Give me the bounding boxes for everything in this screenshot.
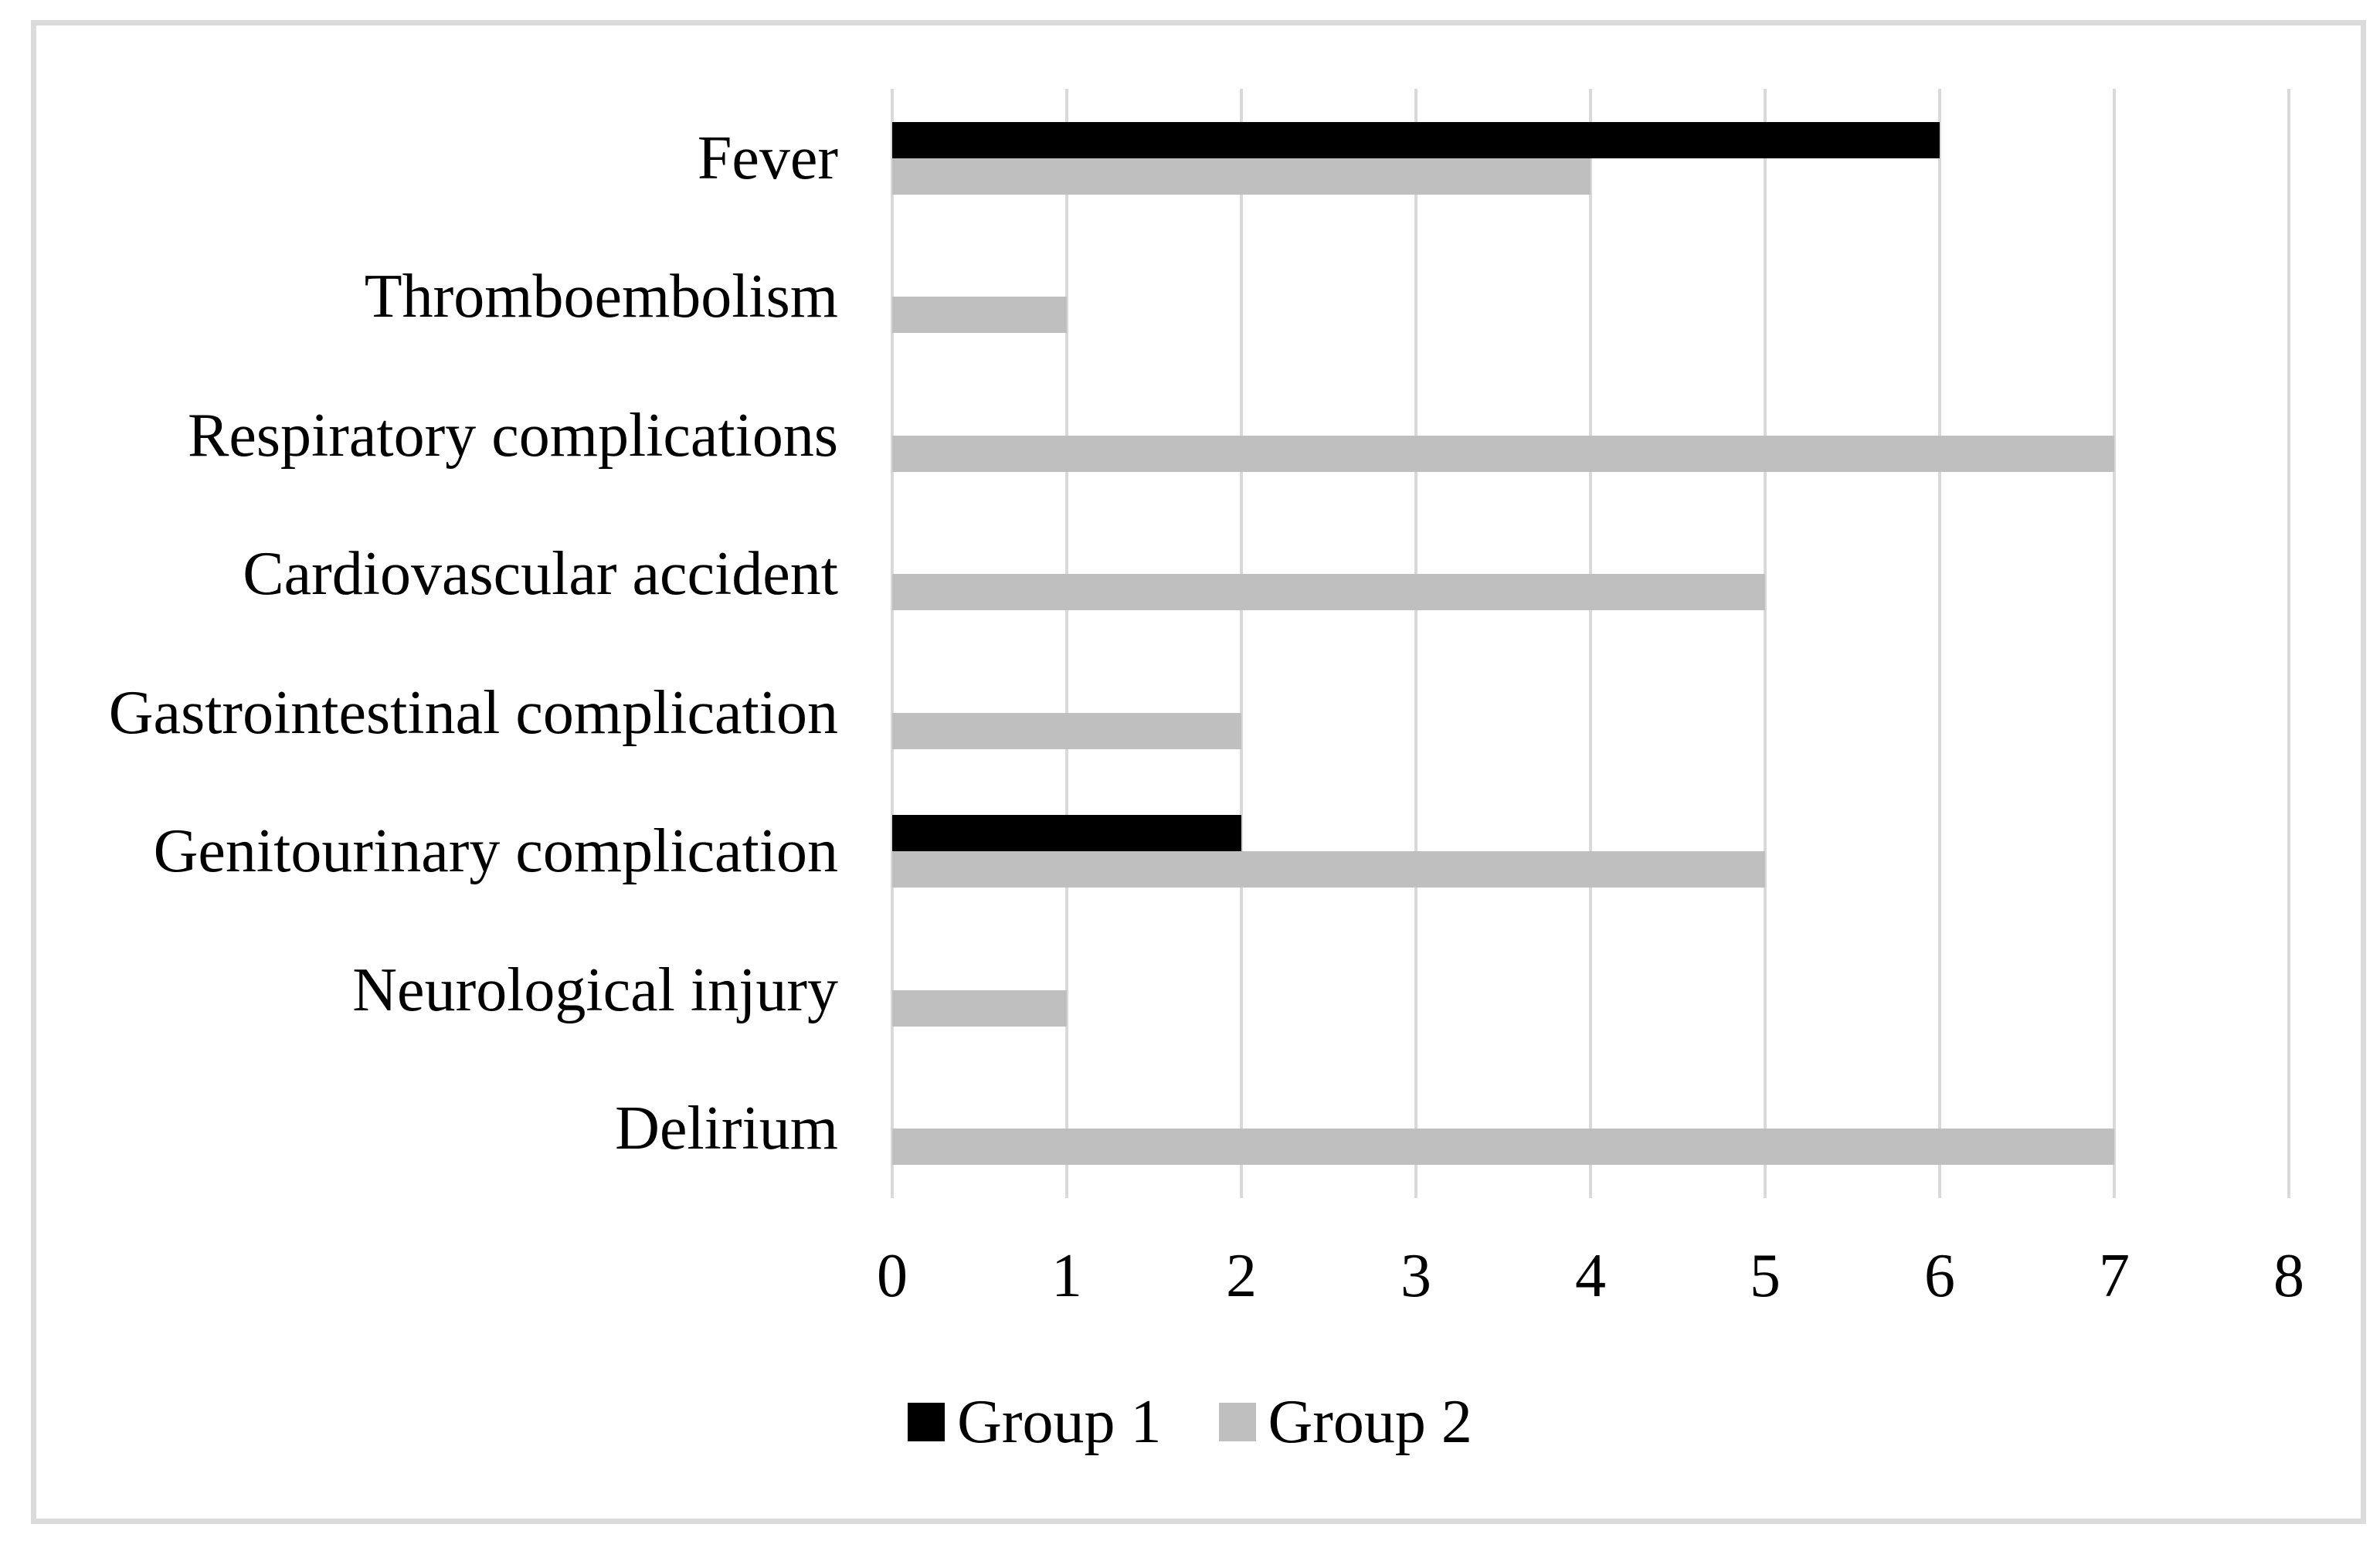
category-label-neurological-injury: Neurological injury bbox=[352, 955, 838, 1024]
x-tick-label-2: 2 bbox=[1226, 1242, 1257, 1310]
gridline-x-7 bbox=[2113, 89, 2116, 1198]
legend-label-group-1: Group 1 bbox=[957, 1388, 1162, 1456]
gridline-x-4 bbox=[1589, 89, 1592, 1198]
figure-border bbox=[31, 20, 2366, 1524]
legend-swatch-group-2 bbox=[1218, 1403, 1256, 1441]
gridline-x-6 bbox=[1938, 89, 1941, 1198]
category-label-fever: Fever bbox=[697, 124, 838, 192]
legend-label-group-2: Group 2 bbox=[1268, 1388, 1472, 1456]
x-tick-label-5: 5 bbox=[1750, 1242, 1781, 1310]
bar-group-1-genitourinary-complication bbox=[892, 815, 1241, 852]
bar-group-2-thromboembolism bbox=[892, 297, 1067, 334]
x-tick-label-0: 0 bbox=[877, 1242, 908, 1310]
legend: Group 1 Group 2 bbox=[0, 1385, 2380, 1459]
gridline-x-1 bbox=[1065, 89, 1068, 1198]
gridline-x-3 bbox=[1414, 89, 1417, 1198]
plot-area bbox=[891, 89, 2290, 1198]
category-label-genitourinary-complication: Genitourinary complication bbox=[153, 817, 838, 886]
x-tick-label-6: 6 bbox=[1924, 1242, 1955, 1310]
bar-group-2-fever bbox=[892, 158, 1591, 195]
bar-group-2-cardiovascular-accident bbox=[892, 574, 1765, 611]
bar-group-2-genitourinary-complication bbox=[892, 851, 1765, 888]
x-tick-label-1: 1 bbox=[1051, 1242, 1082, 1310]
category-label-delirium: Delirium bbox=[615, 1095, 838, 1163]
category-label-gastrointestinal-complication: Gastrointestinal complication bbox=[108, 678, 838, 747]
bar-group-2-delirium bbox=[892, 1129, 2114, 1166]
category-label-respiratory-complications: Respiratory complications bbox=[187, 401, 838, 470]
gridline-x-2 bbox=[1240, 89, 1243, 1198]
bar-group-2-gastrointestinal-complication bbox=[892, 712, 1241, 749]
gridline-x-8 bbox=[2287, 89, 2290, 1198]
x-tick-label-7: 7 bbox=[2099, 1242, 2130, 1310]
legend-item-group-1: Group 1 bbox=[908, 1385, 1162, 1459]
gridline-x-0 bbox=[891, 89, 894, 1198]
x-tick-label-8: 8 bbox=[2273, 1242, 2304, 1310]
legend-item-group-2: Group 2 bbox=[1218, 1385, 1472, 1459]
legend-swatch-group-1 bbox=[908, 1403, 946, 1441]
gridline-x-5 bbox=[1764, 89, 1767, 1198]
category-label-cardiovascular-accident: Cardiovascular accident bbox=[243, 540, 838, 609]
bar-group-2-neurological-injury bbox=[892, 989, 1067, 1027]
category-label-thromboembolism: Thromboembolism bbox=[364, 263, 838, 331]
bar-group-1-fever bbox=[892, 121, 1940, 158]
x-tick-label-3: 3 bbox=[1400, 1242, 1431, 1310]
bar-group-2-respiratory-complications bbox=[892, 435, 2114, 472]
x-tick-label-4: 4 bbox=[1575, 1242, 1606, 1310]
